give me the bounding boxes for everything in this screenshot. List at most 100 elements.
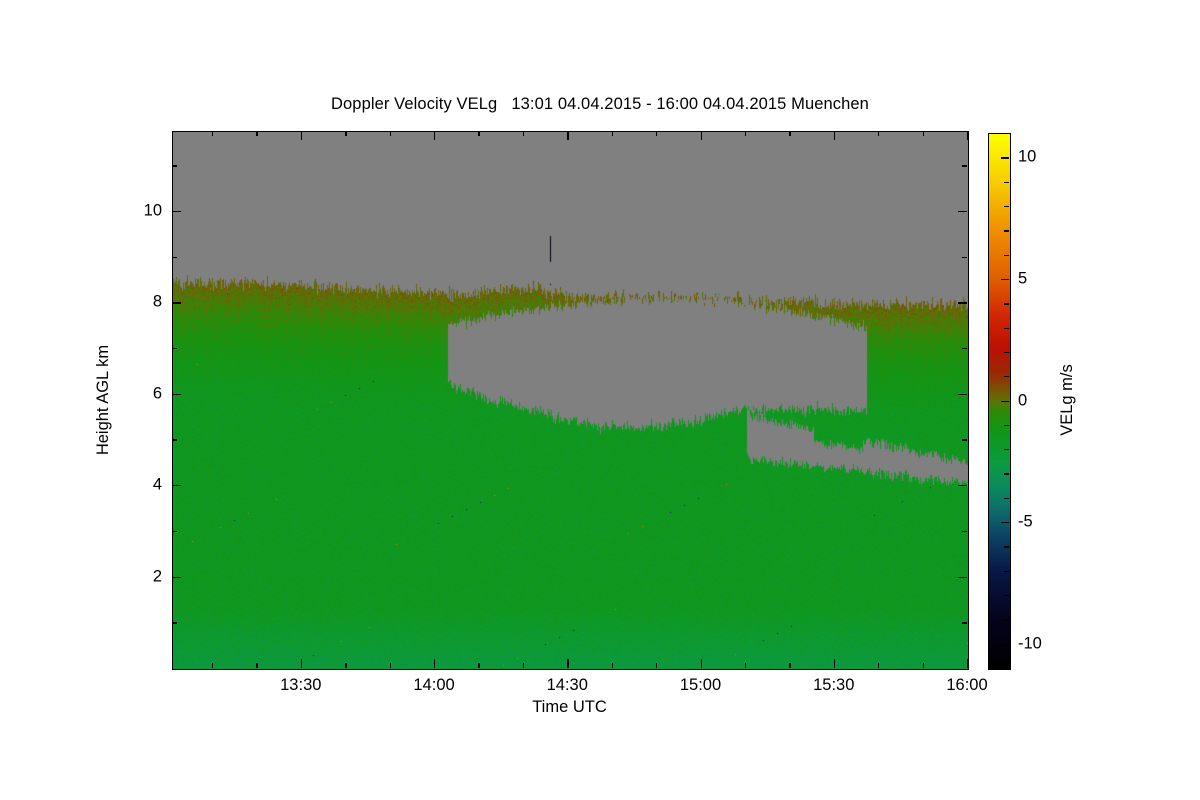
x-tick-major — [434, 659, 436, 668]
y-tick-major — [172, 393, 181, 396]
x-tick-minor-top — [345, 131, 347, 136]
x-tick-minor — [656, 663, 658, 668]
colorbar-tick-label: -10 — [1018, 634, 1042, 653]
y-tick-major-right — [958, 302, 967, 304]
y-tick-minor — [172, 439, 177, 441]
colorbar-tick-minor — [1004, 497, 1009, 500]
colorbar-tick-label: 10 — [1018, 147, 1037, 166]
x-tick-label: 15:30 — [813, 676, 855, 694]
colorbar-tick-major — [1001, 400, 1009, 402]
x-tick-minor — [389, 663, 391, 668]
x-tick-minor-top — [656, 131, 658, 136]
y-tick-minor-right — [962, 530, 967, 533]
x-tick-minor — [478, 663, 480, 668]
colorbar-tick-major — [1001, 643, 1009, 645]
colorbar-tick-label: 0 — [1018, 391, 1028, 409]
x-tick-minor-top — [789, 131, 791, 136]
x-tick-minor-top — [611, 131, 613, 136]
x-tick-minor-top — [211, 131, 214, 136]
y-tick-label: 10 — [143, 201, 162, 220]
x-tick-major-top — [700, 131, 702, 140]
colorbar-tick-minor — [1004, 254, 1009, 256]
colorbar-tick-label: -5 — [1018, 512, 1033, 531]
colorbar-tick-minor — [1004, 668, 1009, 670]
x-tick-major-top — [967, 131, 969, 140]
x-tick-major — [300, 659, 303, 668]
y-tick-minor-right — [962, 622, 967, 624]
colorbar-tick-minor — [1004, 181, 1009, 183]
y-tick-major-right — [958, 393, 967, 396]
y-tick-label: 2 — [152, 567, 162, 586]
y-tick-minor — [172, 622, 177, 624]
y-tick-minor-right — [962, 165, 967, 167]
x-tick-minor — [256, 663, 258, 668]
colorbar-tick-minor — [1004, 570, 1009, 573]
plot-area — [172, 131, 969, 670]
y-tick-major — [172, 576, 181, 578]
colorbar-tick-minor — [1004, 619, 1009, 621]
colorbar-tick-label: 5 — [1018, 269, 1028, 288]
x-tick-label: 16:00 — [946, 676, 988, 694]
x-tick-minor-top — [256, 131, 258, 136]
x-tick-major — [700, 659, 702, 668]
x-tick-major — [833, 659, 836, 668]
x-tick-minor-top — [478, 131, 480, 136]
chart-title: Doppler Velocity VELg 13:01 04.04.2015 -… — [331, 95, 869, 113]
y-tick-minor-right — [962, 256, 967, 258]
colorbar-tick-minor — [1004, 424, 1009, 427]
x-tick-minor-top — [922, 131, 924, 136]
y-tick-minor-right — [962, 348, 967, 350]
x-tick-label: 14:30 — [546, 676, 588, 694]
x-tick-minor-top — [878, 131, 880, 136]
x-tick-label: 14:00 — [413, 676, 455, 694]
colorbar-tick-minor — [1004, 327, 1009, 329]
y-tick-minor — [172, 530, 177, 533]
colorbar-tick-minor — [1004, 230, 1009, 232]
x-tick-major-top — [567, 131, 569, 140]
x-tick-minor — [211, 663, 214, 668]
x-tick-minor-top — [744, 131, 747, 136]
x-tick-major — [967, 659, 969, 668]
y-tick-major — [172, 485, 181, 487]
colorbar-tick-minor — [1004, 473, 1009, 475]
y-tick-label: 4 — [152, 475, 162, 494]
y-tick-major-right — [958, 576, 967, 578]
colorbar-tick-minor — [1004, 449, 1009, 451]
y-tick-minor — [172, 348, 177, 350]
x-tick-major-top — [833, 131, 836, 140]
y-tick-label: 8 — [152, 292, 162, 311]
colorbar-title: VELg m/s — [1058, 364, 1076, 436]
colorbar-tick-minor — [1004, 595, 1009, 597]
colorbar — [988, 133, 1011, 670]
x-tick-minor — [522, 663, 525, 668]
x-tick-label: 15:00 — [679, 676, 722, 694]
colorbar-tick-major — [1001, 522, 1009, 524]
colorbar-tick-minor — [1004, 303, 1009, 305]
x-tick-minor — [744, 663, 747, 668]
y-tick-minor — [172, 165, 177, 167]
x-tick-minor — [789, 663, 791, 668]
x-axis-title: Time UTC — [532, 698, 607, 716]
y-tick-minor — [172, 256, 177, 258]
x-tick-minor-top — [389, 131, 391, 136]
y-tick-major — [172, 302, 181, 304]
y-tick-major-right — [958, 210, 967, 213]
x-tick-minor-top — [522, 131, 525, 136]
x-tick-minor — [345, 663, 347, 668]
y-tick-minor-right — [962, 439, 967, 441]
x-tick-major-top — [434, 131, 436, 140]
colorbar-tick-minor — [1004, 546, 1009, 548]
y-axis-title: Height AGL km — [94, 344, 112, 456]
colorbar-tick-minor — [1004, 133, 1009, 135]
x-tick-minor — [611, 663, 613, 668]
x-tick-minor — [878, 663, 880, 668]
x-tick-label: 13:30 — [280, 676, 322, 694]
x-tick-major-top — [300, 131, 303, 140]
colorbar-tick-minor — [1004, 376, 1009, 378]
colorbar-gradient — [989, 134, 1010, 669]
x-tick-major — [567, 659, 569, 668]
y-tick-major-right — [958, 485, 967, 487]
colorbar-tick-minor — [1004, 205, 1009, 208]
doppler-velocity-heatmap — [173, 132, 968, 669]
